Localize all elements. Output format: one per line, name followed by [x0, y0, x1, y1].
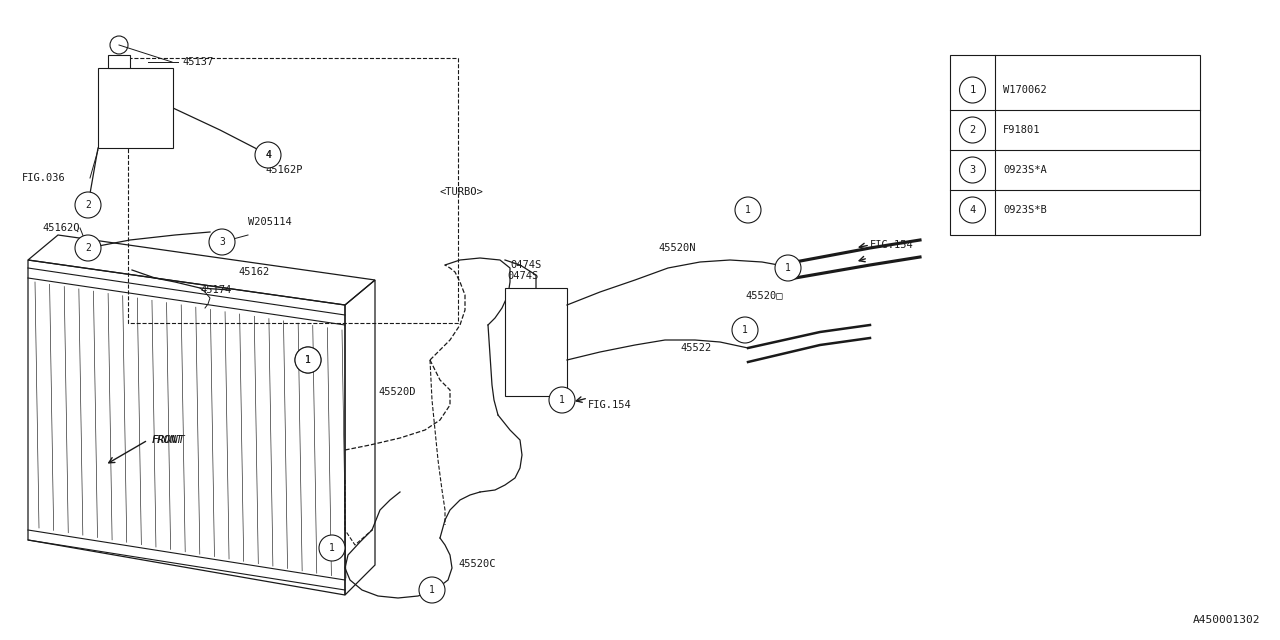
Circle shape: [76, 235, 101, 261]
Text: W205114: W205114: [248, 217, 292, 227]
Text: 2: 2: [84, 243, 91, 253]
Circle shape: [549, 387, 575, 413]
Text: 1: 1: [305, 355, 311, 365]
Text: 45520D: 45520D: [378, 387, 416, 397]
Circle shape: [774, 255, 801, 281]
Text: FRONT: FRONT: [152, 435, 183, 445]
Text: 4: 4: [969, 205, 975, 215]
Text: 45162P: 45162P: [265, 165, 302, 175]
Text: 0923S*B: 0923S*B: [1004, 205, 1047, 215]
Text: <TURBO>: <TURBO>: [440, 187, 484, 197]
Text: 0923S*A: 0923S*A: [1004, 165, 1047, 175]
Bar: [99, 68, 173, 148]
Circle shape: [960, 77, 986, 103]
Circle shape: [294, 347, 321, 373]
Text: 1: 1: [742, 325, 748, 335]
Text: FIG.154: FIG.154: [588, 400, 632, 410]
Text: F91801: F91801: [1004, 125, 1041, 135]
Text: FRONT: FRONT: [152, 435, 186, 445]
Circle shape: [960, 117, 986, 143]
Circle shape: [256, 143, 280, 167]
Text: FIG.036: FIG.036: [22, 173, 65, 183]
Bar: [950, 55, 1201, 235]
Text: 1: 1: [559, 395, 564, 405]
Text: W170062: W170062: [1004, 85, 1047, 95]
Text: 0474S: 0474S: [509, 260, 541, 270]
Text: 45520□: 45520□: [745, 290, 782, 300]
Text: A450001302: A450001302: [1193, 615, 1260, 625]
Text: FIG.154: FIG.154: [870, 240, 914, 250]
Circle shape: [209, 229, 236, 255]
Text: 3: 3: [219, 237, 225, 247]
Text: 3: 3: [969, 165, 975, 175]
Text: 2: 2: [969, 125, 975, 135]
Circle shape: [735, 197, 762, 223]
Text: 2: 2: [84, 200, 91, 210]
Circle shape: [319, 535, 346, 561]
Circle shape: [419, 577, 445, 603]
Text: 1: 1: [745, 205, 751, 215]
Text: 4: 4: [265, 150, 271, 160]
Text: 45162Q: 45162Q: [42, 223, 79, 233]
Text: 45520N: 45520N: [658, 243, 695, 253]
Text: 45522: 45522: [680, 343, 712, 353]
Text: 45174: 45174: [200, 285, 232, 295]
Bar: [128, 58, 458, 323]
Text: 45162: 45162: [238, 267, 269, 277]
Circle shape: [960, 157, 986, 183]
Text: 45520C: 45520C: [458, 559, 495, 569]
Text: 1: 1: [785, 263, 791, 273]
Circle shape: [732, 317, 758, 343]
Text: 1: 1: [969, 85, 975, 95]
Bar: [108, 55, 131, 68]
Text: 1: 1: [329, 543, 335, 553]
Circle shape: [294, 347, 321, 373]
Text: 1: 1: [429, 585, 435, 595]
Circle shape: [255, 142, 282, 168]
Text: 1: 1: [305, 355, 311, 365]
Text: 0474S: 0474S: [507, 271, 539, 281]
Text: 45137: 45137: [182, 57, 214, 67]
Text: 4: 4: [265, 150, 271, 160]
Bar: [506, 288, 567, 396]
Circle shape: [960, 197, 986, 223]
Circle shape: [76, 192, 101, 218]
